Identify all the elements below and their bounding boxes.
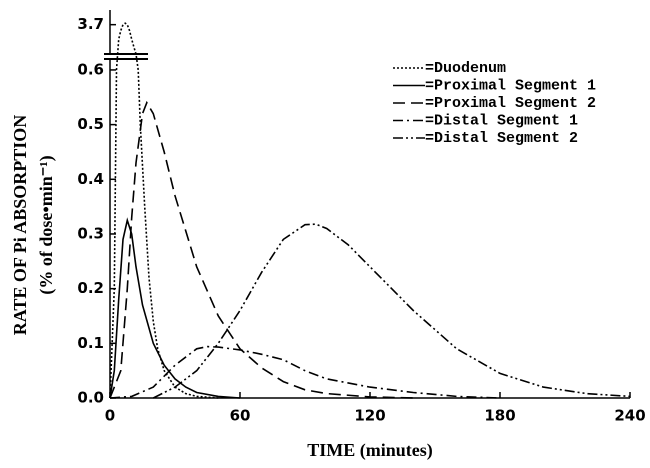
x-tick-label: 60 [230, 407, 251, 425]
line-series [109, 345, 501, 399]
line-series [109, 22, 219, 399]
legend-label: =Proximal Segment 1 [425, 77, 596, 94]
y-tick-label: 0.1 [77, 334, 104, 352]
y-tick-label: 3.7 [77, 15, 104, 33]
line-series [109, 217, 241, 399]
y-tick-label: 0.3 [77, 224, 104, 242]
y-axis-title: RATE OF Pi ABSORPTION [10, 115, 30, 336]
y-tick-label: 0.4 [77, 170, 104, 188]
x-axis-title: TIME (minutes) [307, 440, 433, 461]
y-tick-label: 0.0 [77, 389, 104, 407]
legend-label: =Distal Segment 1 [425, 112, 578, 129]
x-tick-label: 0 [105, 407, 115, 425]
x-tick-label: 120 [354, 407, 385, 425]
y-axis-title: (% of dose•min⁻¹) [36, 155, 57, 294]
y-tick-label: 0.2 [77, 279, 104, 297]
x-tick-label: 180 [484, 407, 515, 425]
x-tick-label: 240 [614, 407, 645, 425]
line-series [109, 100, 414, 399]
y-tick-label: 0.5 [77, 115, 104, 133]
legend-label: =Distal Segment 2 [425, 130, 578, 147]
y-tick-label: 0.6 [77, 60, 104, 78]
line-series [152, 223, 631, 399]
legend-label: =Proximal Segment 2 [425, 95, 596, 112]
legend-label: =Duodenum [425, 60, 506, 77]
